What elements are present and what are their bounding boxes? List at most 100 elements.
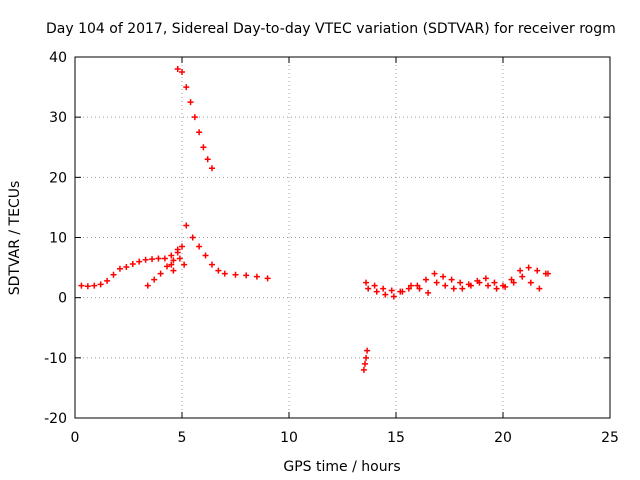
series-track-a-scatter [168, 243, 188, 274]
data-point [390, 293, 397, 300]
data-point [196, 243, 203, 250]
series-track-a-rising [78, 249, 181, 290]
data-point [202, 252, 209, 259]
data-point [457, 279, 464, 286]
data-point [170, 257, 177, 264]
data-points [78, 66, 551, 373]
data-point [155, 255, 162, 262]
data-point [123, 263, 130, 270]
series-track-f-afternoon [363, 264, 549, 295]
data-point [508, 276, 515, 283]
data-point [491, 279, 498, 286]
data-point [450, 285, 457, 292]
data-point [189, 234, 196, 241]
data-point [243, 272, 250, 279]
data-point [187, 99, 194, 106]
data-point [361, 360, 368, 367]
data-point [433, 279, 440, 286]
data-point [527, 279, 534, 286]
data-point [382, 291, 389, 298]
series-track-c-descending [183, 222, 271, 282]
data-point [181, 261, 188, 268]
data-point [517, 267, 524, 274]
data-point [116, 265, 123, 272]
data-point [97, 281, 104, 288]
y-tick-label: 30 [49, 110, 67, 126]
y-axis-label: SDTVAR / TECUs [7, 181, 23, 296]
data-point [399, 288, 406, 295]
x-tick-label: 15 [387, 430, 405, 446]
data-point [380, 285, 387, 292]
axis-ticks: 0 5 10 15 20 25 -20 -10 0 10 20 30 40 [44, 50, 619, 446]
data-point [405, 285, 412, 292]
data-point [467, 282, 474, 289]
data-point [168, 261, 175, 268]
data-point [161, 255, 168, 262]
data-point [104, 277, 111, 284]
data-point [407, 282, 414, 289]
data-point [544, 270, 551, 277]
data-point [363, 279, 370, 286]
data-point [221, 270, 228, 277]
x-tick-label: 20 [494, 430, 512, 446]
data-point [525, 264, 532, 271]
data-point [170, 267, 177, 274]
data-point [232, 271, 239, 278]
series-track-b-secondary [144, 257, 177, 289]
data-point [204, 156, 211, 163]
x-tick-label: 25 [601, 430, 619, 446]
data-point [179, 243, 185, 250]
data-point [363, 354, 370, 361]
data-point [264, 275, 271, 282]
y-tick-label: -20 [44, 411, 67, 427]
chart-title: Day 104 of 2017, Sidereal Day-to-day VTE… [46, 21, 616, 37]
data-point [448, 276, 455, 283]
data-point [502, 283, 509, 290]
data-point [493, 285, 500, 292]
data-point [459, 285, 466, 292]
data-point [536, 285, 543, 292]
series-track-g-afternoon-lower [365, 270, 551, 300]
data-point [183, 84, 190, 91]
data-point [78, 282, 85, 289]
data-point [371, 282, 378, 289]
data-point [196, 129, 203, 136]
data-point [388, 287, 395, 294]
data-point [91, 282, 98, 289]
data-point [176, 255, 183, 262]
data-point [183, 222, 190, 229]
data-point [442, 282, 449, 289]
data-point [174, 66, 181, 73]
data-point [440, 273, 447, 280]
data-point [110, 271, 117, 278]
data-point [174, 246, 181, 253]
data-point [416, 285, 423, 292]
data-point [208, 165, 215, 172]
y-tick-label: 10 [49, 231, 67, 247]
y-tick-label: 0 [58, 291, 67, 307]
grid-layer [75, 57, 610, 418]
x-axis-label: GPS time / hours [283, 459, 400, 475]
x-tick-label: 10 [280, 430, 298, 446]
series-track-e-negative [360, 347, 371, 373]
data-point [168, 252, 175, 259]
data-point [414, 282, 421, 289]
y-tick-label: 20 [49, 170, 67, 186]
x-tick-label: 5 [178, 430, 187, 446]
x-tick-label: 0 [71, 430, 80, 446]
data-point [157, 270, 164, 277]
data-point [129, 260, 136, 267]
data-point [215, 267, 222, 274]
data-point [142, 256, 149, 263]
y-tick-label: -10 [44, 351, 67, 367]
series-track-d-steep [174, 66, 215, 172]
data-point [510, 279, 517, 286]
data-point [485, 282, 492, 289]
data-point [534, 267, 541, 274]
data-point [208, 261, 215, 268]
data-point [373, 288, 380, 295]
data-point [431, 270, 438, 277]
y-tick-label: 40 [49, 50, 67, 66]
